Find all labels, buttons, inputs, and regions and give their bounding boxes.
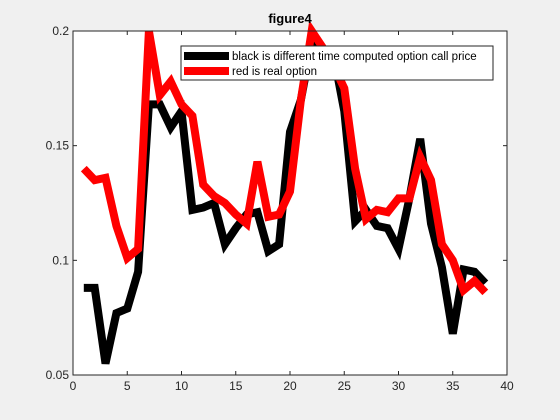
legend-box [180, 45, 494, 81]
chart-title: figure4 [268, 11, 312, 26]
y-tick-label: 0.15 [46, 139, 70, 153]
x-tick-label: 35 [446, 379, 460, 393]
legend: black is different time computed option … [180, 45, 494, 81]
x-tick-label: 5 [124, 379, 131, 393]
legend-label-red: red is real option [232, 66, 317, 78]
legend-label-black: black is different time computed option … [232, 51, 477, 63]
tick-layer: 0 5 10 15 20 25 30 35 40 0.05 0.1 0.15 0.2 [46, 24, 514, 393]
y-tick-label: 0.05 [46, 368, 70, 382]
series-layer [80, 20, 489, 365]
x-tick-label: 10 [175, 379, 189, 393]
y-tick-label: 0.2 [52, 24, 69, 38]
x-tick-label: 0 [70, 379, 77, 393]
series-line-red [80, 20, 489, 297]
x-tick-label: 25 [338, 379, 352, 393]
x-tick-label: 15 [229, 379, 243, 393]
y-tick-label: 0.1 [52, 253, 69, 267]
x-tick-label: 20 [283, 379, 297, 393]
x-tick-label: 30 [392, 379, 406, 393]
x-tick-label: 40 [500, 379, 514, 393]
